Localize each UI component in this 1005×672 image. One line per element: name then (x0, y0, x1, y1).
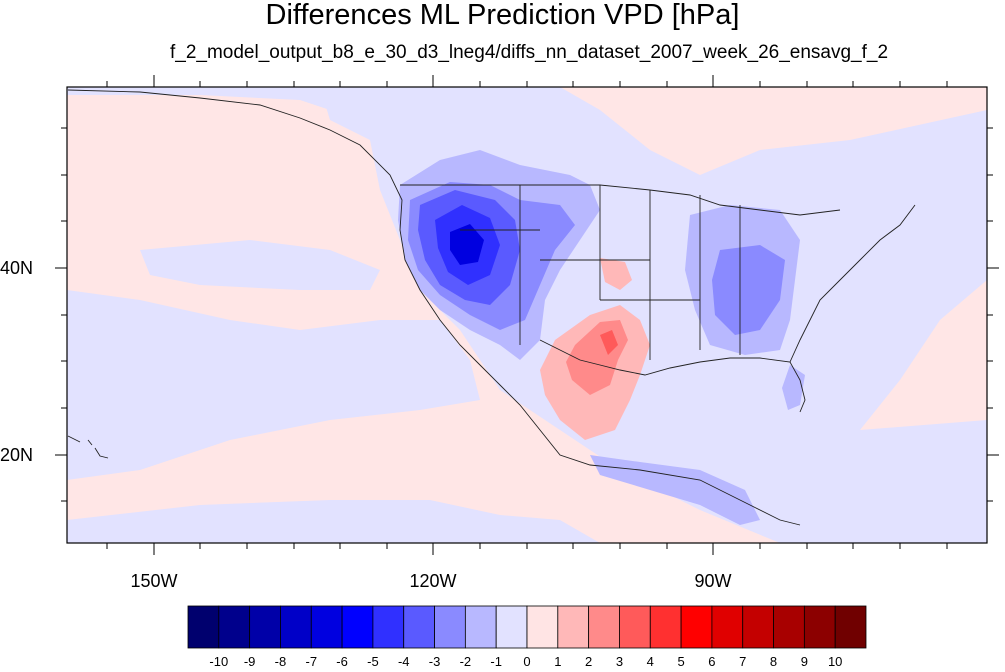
colorbar-swatch (742, 605, 774, 649)
colorbar-tick-label: 9 (800, 654, 808, 669)
colorbar-swatch (680, 605, 713, 649)
map-panel (67, 87, 987, 543)
colorbar-tick-label: 8 (769, 654, 778, 669)
lat-label-20n: 20N (0, 445, 34, 465)
colorbar-tick-label: 0 (523, 654, 531, 669)
colorbar (187, 605, 867, 649)
colorbar-swatch (249, 605, 281, 649)
colorbar-tick-label: -1 (490, 654, 502, 669)
map-subtitle: f_2_model_output_b8_e_30_d3_lneg4/diffs_… (169, 42, 889, 63)
colorbar-tick-label: 4 (646, 654, 654, 669)
colorbar-swatch (280, 605, 312, 649)
colorbar-tick-label: -6 (336, 654, 348, 669)
colorbar-swatch (310, 605, 343, 649)
colorbar-tick-label: 10 (827, 654, 843, 669)
colorbar-swatch (341, 605, 374, 649)
colorbar-swatch (773, 605, 805, 649)
lat-label-40n: 40N (0, 258, 34, 278)
colorbar-tick-label: -2 (459, 654, 472, 669)
colorbar-tick-label: -9 (243, 654, 256, 669)
colorbar-tick-label: -8 (274, 654, 287, 669)
colorbar-swatch (526, 605, 559, 649)
colorbar-swatch (495, 605, 528, 649)
lon-label-90w: 90W (694, 571, 732, 591)
colorbar-swatch (619, 605, 651, 649)
lon-ticks (106, 75, 948, 555)
colorbar-swatch (803, 605, 836, 649)
lon-label-150w: 150W (130, 571, 178, 591)
colorbar-tick-label: 2 (585, 654, 593, 669)
colorbar-swatch (372, 605, 405, 649)
colorbar-tick-label: 7 (739, 654, 747, 669)
colorbar-swatch (187, 605, 220, 649)
lat-ticks (55, 127, 999, 502)
diff-level-positive (540, 258, 650, 440)
colorbar-swatch (557, 605, 590, 649)
colorbar-tick-label: 3 (615, 654, 624, 669)
map-title: Differences ML Prediction VPD [hPa] (265, 0, 740, 31)
colorbar-swatch (434, 605, 466, 649)
colorbar-tick-label: -7 (305, 654, 318, 669)
colorbar-tick-label: -10 (209, 654, 229, 669)
colorbar-tick-label: 6 (708, 654, 716, 669)
colorbar-swatch (834, 605, 867, 649)
colorbar-tick-label: -3 (428, 654, 441, 669)
colorbar-tick-label: 1 (554, 654, 562, 669)
lon-label-120w: 120W (409, 571, 457, 591)
colorbar-swatch (464, 605, 497, 649)
colorbar-swatch (588, 605, 620, 649)
colorbar-swatch (649, 605, 682, 649)
colorbar-swatch (711, 605, 744, 649)
coastlines (67, 89, 916, 526)
colorbar-tick-label: 5 (677, 654, 685, 669)
colorbar-swatch (403, 605, 435, 649)
diff-level-negative (398, 150, 805, 525)
colorbar-tick-label: -4 (397, 654, 410, 669)
colorbar-tick-label: -5 (367, 654, 379, 669)
diff-level-minus-1 (67, 87, 987, 543)
colorbar-swatch (218, 605, 251, 649)
